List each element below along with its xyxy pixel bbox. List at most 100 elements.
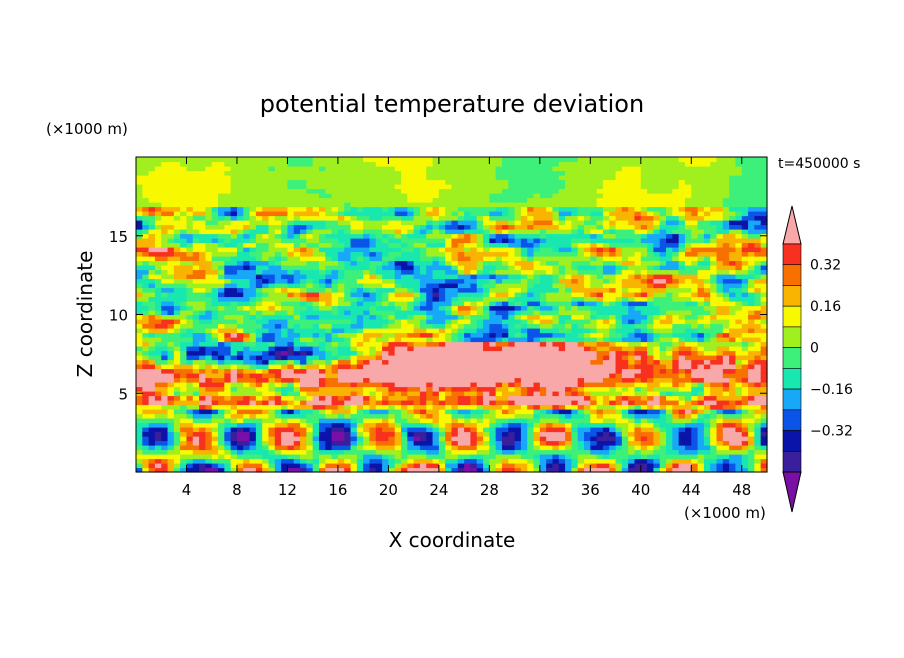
heatmap-cell <box>382 220 389 226</box>
heatmap-cell <box>199 445 207 451</box>
heatmap-cell <box>413 404 421 410</box>
heatmap-cell <box>546 233 554 239</box>
heatmap-cell <box>520 319 528 325</box>
heatmap-cell <box>438 404 446 410</box>
heatmap-cell <box>142 368 150 374</box>
heatmap-cell <box>255 211 263 217</box>
heatmap-cell <box>199 409 207 415</box>
heatmap-cell <box>476 292 484 298</box>
heatmap-cell <box>533 242 541 248</box>
heatmap-cell <box>369 274 377 280</box>
heatmap-cell <box>558 332 566 338</box>
heatmap-cell <box>180 265 188 271</box>
heatmap-cell <box>356 314 364 320</box>
heatmap-cell <box>249 170 257 176</box>
heatmap-cell <box>350 256 358 262</box>
heatmap-cell <box>281 247 289 253</box>
heatmap-cell <box>142 292 150 298</box>
heatmap-cell <box>300 292 307 298</box>
heatmap-cell <box>546 440 554 446</box>
heatmap-cell <box>325 391 333 397</box>
heatmap-cell <box>199 373 207 379</box>
heatmap-cell <box>558 341 566 347</box>
heatmap-cell <box>533 229 541 235</box>
heatmap-cell <box>180 278 188 284</box>
heatmap-cell <box>451 188 459 194</box>
heatmap-cell <box>445 355 453 361</box>
heatmap-cell <box>199 269 207 275</box>
heatmap-cell <box>407 400 415 406</box>
heatmap-cell <box>268 350 276 356</box>
heatmap-cell <box>419 197 427 203</box>
heatmap-cell <box>337 251 345 257</box>
heatmap-cell <box>565 449 572 455</box>
heatmap-cell <box>483 206 490 212</box>
heatmap-cell <box>388 220 396 226</box>
heatmap-cell <box>407 170 415 176</box>
heatmap-cell <box>432 224 440 230</box>
heatmap-cell <box>287 404 295 410</box>
heatmap-cell <box>413 350 421 356</box>
heatmap-cell <box>426 170 434 176</box>
heatmap-cell <box>325 301 333 307</box>
heatmap-cell <box>489 296 497 302</box>
heatmap-cell <box>394 206 402 212</box>
heatmap-cell <box>375 265 383 271</box>
heatmap-cell <box>161 436 169 442</box>
heatmap-cell <box>445 238 453 244</box>
heatmap-cell <box>274 211 282 217</box>
heatmap-cell <box>546 296 554 302</box>
heatmap-cell <box>495 440 503 446</box>
heatmap-cell <box>199 332 207 338</box>
heatmap-cell <box>489 305 497 311</box>
heatmap-cell <box>186 422 194 428</box>
heatmap-cell <box>173 350 181 356</box>
heatmap-cell <box>413 458 421 464</box>
heatmap-cell <box>300 157 307 163</box>
heatmap-cell <box>369 287 377 293</box>
heatmap-cell <box>356 274 364 280</box>
heatmap-cell <box>451 224 459 230</box>
heatmap-cell <box>186 332 194 338</box>
heatmap-cell <box>331 454 339 460</box>
heatmap-cell <box>419 305 427 311</box>
heatmap-cell <box>432 229 440 235</box>
heatmap-cell <box>565 409 572 415</box>
heatmap-cell <box>527 346 535 352</box>
heatmap-cell <box>584 467 591 473</box>
heatmap-cell <box>243 251 251 257</box>
heatmap-cell <box>344 364 352 370</box>
heatmap-cell <box>148 283 156 289</box>
heatmap-cell <box>527 310 535 316</box>
heatmap-cell <box>268 359 276 365</box>
heatmap-cell <box>457 368 465 374</box>
heatmap-cell <box>224 427 232 433</box>
heatmap-cell <box>432 391 440 397</box>
heatmap-cell <box>230 350 238 356</box>
heatmap-cell <box>262 238 270 244</box>
heatmap-cell <box>445 431 453 437</box>
heatmap-cell <box>363 161 371 167</box>
heatmap-cell <box>268 292 276 298</box>
heatmap-cell <box>489 256 497 262</box>
heatmap-cell <box>363 166 371 172</box>
heatmap-cell <box>438 247 446 253</box>
heatmap-cell <box>483 193 490 199</box>
heatmap-cell <box>533 238 541 244</box>
heatmap-cell <box>318 413 326 419</box>
heatmap-cell <box>363 229 371 235</box>
heatmap-cell <box>451 175 459 181</box>
heatmap-cell <box>312 458 320 464</box>
heatmap-cell <box>218 355 225 361</box>
heatmap-cell <box>565 391 572 397</box>
heatmap-cell <box>331 310 339 316</box>
heatmap-cell <box>508 184 516 190</box>
heatmap-cell <box>438 233 446 239</box>
heatmap-cell <box>344 350 352 356</box>
heatmap-cell <box>438 395 446 401</box>
heatmap-cell <box>192 337 200 343</box>
heatmap-cell <box>268 215 276 221</box>
heatmap-cell <box>457 238 465 244</box>
heatmap-cell <box>186 211 194 217</box>
heatmap-cell <box>199 418 207 424</box>
